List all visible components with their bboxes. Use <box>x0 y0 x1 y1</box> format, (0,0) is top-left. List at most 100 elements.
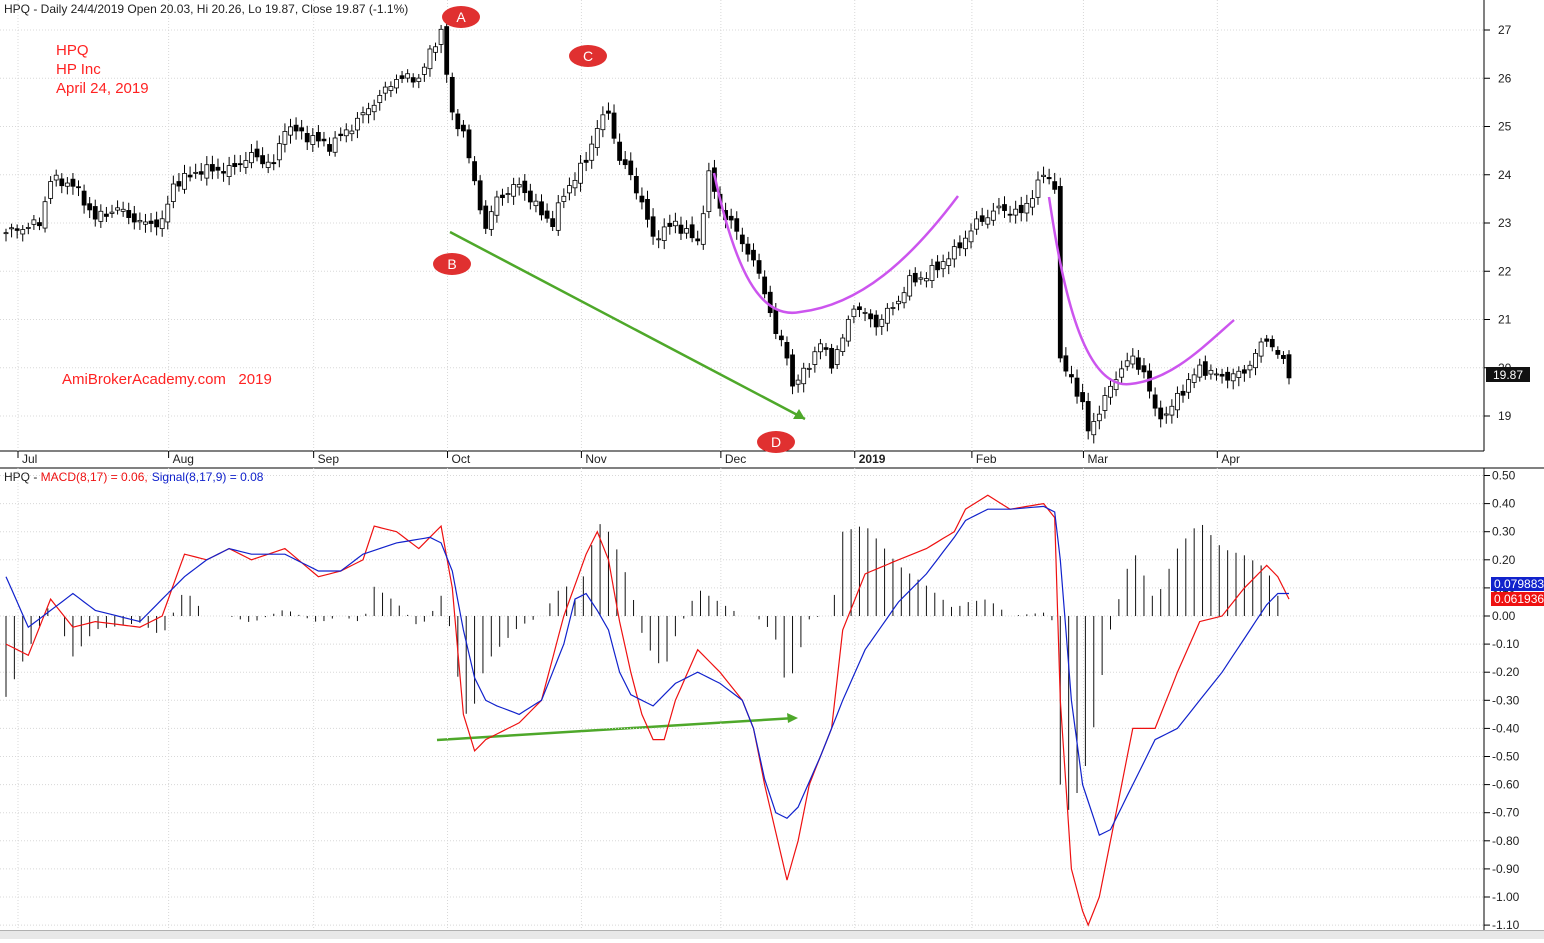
candle-body <box>1091 421 1097 436</box>
candle-body <box>232 163 238 167</box>
candle-body <box>879 318 885 327</box>
candle-body <box>444 26 450 75</box>
point-label-A <box>442 6 480 28</box>
price-grid <box>0 0 1484 451</box>
candle-body <box>87 203 93 211</box>
candle-body <box>53 174 59 181</box>
candle-body <box>64 182 70 187</box>
candle-body <box>884 307 890 324</box>
candle-body <box>756 260 762 274</box>
candle-body <box>1241 369 1247 374</box>
candle-body <box>265 161 271 168</box>
trend-arrow <box>449 230 806 421</box>
candle-body <box>594 128 600 149</box>
title-date: April 24, 2019 <box>56 80 149 97</box>
candle-body <box>873 314 879 328</box>
candle-body <box>338 133 344 137</box>
candle-body <box>187 174 193 178</box>
candle-body <box>349 130 355 135</box>
macd-value-tag <box>1491 592 1544 606</box>
candle-body <box>115 207 120 211</box>
point-label-C <box>569 45 607 67</box>
candle-body <box>148 220 154 224</box>
candle-body <box>790 354 795 387</box>
candle-body <box>907 275 913 297</box>
candle-body <box>1135 357 1141 370</box>
candle-body <box>327 144 332 152</box>
candle-body <box>868 313 874 320</box>
candle-body <box>1258 341 1264 357</box>
candle-body <box>1175 392 1180 411</box>
candle-body <box>237 163 243 166</box>
candle-body <box>59 178 65 187</box>
candle-body <box>48 181 54 199</box>
annotations: A B C D <box>433 6 1235 742</box>
candle-body <box>126 210 132 218</box>
candle-body <box>896 300 901 305</box>
candle-body <box>343 129 349 137</box>
candle-body <box>405 73 411 79</box>
candle-body <box>20 229 26 235</box>
candle-body <box>198 171 204 175</box>
candle-body <box>818 343 823 353</box>
candle-body <box>990 210 996 221</box>
price-y-tick-label: 24 <box>1498 168 1512 182</box>
candle-body <box>935 261 940 271</box>
candle-body <box>1269 338 1275 348</box>
candle-body <box>221 171 226 174</box>
x-tick-label: Apr <box>1221 452 1240 466</box>
point-label-D <box>757 431 795 453</box>
candle-body <box>924 278 929 282</box>
candle-body <box>957 242 963 249</box>
candle-body <box>288 126 293 136</box>
candle-body <box>1247 364 1253 371</box>
candle-body <box>1041 174 1046 177</box>
candle-body <box>1219 373 1225 377</box>
candle-body <box>851 308 857 318</box>
candle-body <box>1063 355 1069 372</box>
candle-body <box>728 215 734 221</box>
candle-body <box>829 347 834 369</box>
candle-body <box>1080 392 1086 403</box>
candle-body <box>1119 368 1125 378</box>
candle-body <box>622 159 628 166</box>
candle-body <box>1085 401 1091 432</box>
candle-body <box>1236 370 1242 378</box>
price-x-ticks: Jul Aug Sep Oct Nov Dec 2019 Feb Mar Apr <box>17 451 1240 466</box>
candle-body <box>394 79 399 89</box>
macd-y-tick-label: -0.50 <box>1492 750 1520 764</box>
candle-body <box>650 216 656 237</box>
candle-body <box>321 138 327 142</box>
candle-body <box>1002 204 1007 211</box>
candle-body <box>845 318 851 342</box>
sheet-tabs-bar[interactable] <box>0 930 1544 939</box>
signal-line <box>5 505 1289 837</box>
x-tick-label: Feb <box>976 452 997 466</box>
point-label-text-A: A <box>456 9 466 25</box>
candle-body <box>1281 355 1286 359</box>
candle-body <box>1052 181 1058 190</box>
candle-body <box>366 108 371 116</box>
price-y-tick-label: 19 <box>1498 409 1512 423</box>
candle-body <box>1102 395 1108 411</box>
point-label-text-D: D <box>771 434 781 450</box>
candle-body <box>109 211 115 214</box>
candle-body <box>985 217 991 225</box>
candle-body <box>1030 198 1035 208</box>
candle-body <box>795 379 801 385</box>
candle-body <box>767 291 773 314</box>
candle-body <box>76 186 81 189</box>
candle-body <box>360 112 366 116</box>
candle-body <box>304 133 310 143</box>
candle-body <box>176 181 182 187</box>
candle-body <box>929 265 935 282</box>
x-tick-label: Aug <box>173 452 194 466</box>
candle-body <box>801 367 807 385</box>
x-tick-label: Oct <box>452 452 471 466</box>
candle-body <box>946 258 952 266</box>
price-y-tick-label: 21 <box>1498 313 1512 327</box>
candle-body <box>589 143 595 161</box>
candle-body <box>254 148 260 158</box>
